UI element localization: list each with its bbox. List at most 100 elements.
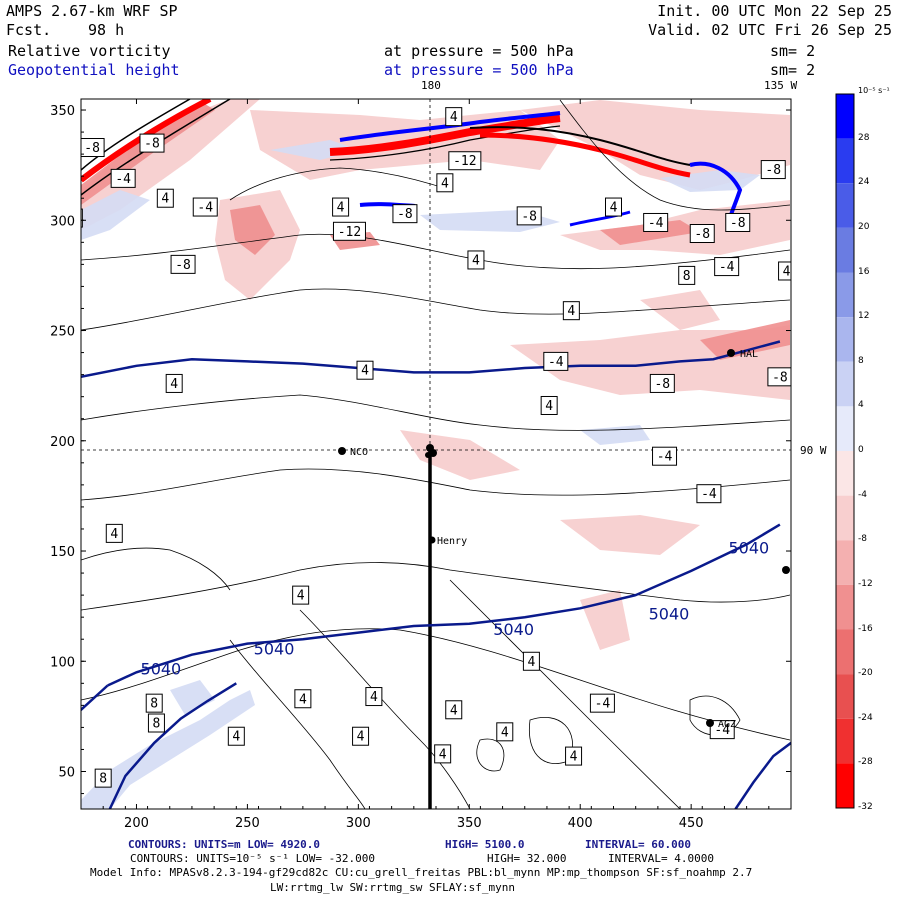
x-tick-label-200: 200 [124,816,149,831]
svg-text:4: 4 [610,201,618,216]
vorticity-label-11: 4 [445,107,463,127]
station-henry-marker [428,536,436,544]
field2-title: Geopotential height [8,61,180,79]
y-tick-label-150: 150 [50,545,75,560]
station-hal-label: HAL [740,349,758,360]
y-tick-label-100: 100 [50,655,75,670]
colorbar-swatch-3 [836,227,854,273]
svg-text:4: 4 [299,692,307,707]
x-tick-label-450: 450 [679,816,704,831]
field2-level: at pressure = 500 hPa [384,61,574,79]
height-contour-2 [81,684,109,712]
svg-text:8: 8 [150,697,158,712]
vorticity-label-20: -8 [760,160,786,180]
svg-text:4: 4 [501,725,509,740]
vorticity-label-24: -4 [543,351,569,371]
svg-text:4: 4 [783,264,791,279]
svg-text:-4: -4 [701,487,717,502]
colorbar-swatch-8 [836,451,854,496]
vorticity-label-40: 4 [522,651,540,671]
vorticity-label-22: 4 [778,261,791,281]
svg-text:4: 4 [170,377,178,392]
y-tick-label-50: 50 [58,766,75,781]
stations: NCO Henry HAL AGZ [338,349,790,730]
colorbar-swatch-11 [836,584,854,630]
svg-text:4: 4 [472,253,480,268]
svg-text:-4: -4 [595,697,611,712]
vorticity-label-46: -4 [709,720,735,740]
vorticity-label-41: 4 [496,722,514,742]
station-henry-label: Henry [437,536,467,547]
svg-text:-8: -8 [730,216,746,231]
station-nco-label: NCO [350,447,368,458]
colorbar-label-2: 24 [858,177,870,188]
height-contour-4 [734,741,791,809]
station-agz-label: AGZ [718,719,736,730]
height-label-3: 5040 [649,604,690,623]
footer-height-interval: INTERVAL= 60.000 [585,838,691,851]
height-contour-3 [108,682,237,809]
footer-vort-interval: INTERVAL= 4.0000 [608,852,714,865]
svg-text:4: 4 [439,747,447,762]
forecast-label: Fcst. [6,21,52,39]
vorticity-label-45: -4 [589,693,615,713]
station-edge-marker [782,566,790,574]
height-contour-1 [107,523,781,687]
vorticity-label-15: 4 [605,197,622,217]
svg-text:-4: -4 [714,723,730,738]
colorbar-label-11: -12 [858,578,873,589]
colorbar-label-9: -4 [858,489,867,500]
colorbar-swatch-2 [836,183,854,228]
svg-text:4: 4 [545,399,553,414]
vorticity-contour-labels: -8 -8 -4 4 8 -4 -8 -12 4 -8 4 4 -12 4 -8 4 -4 -8 -8 -4 -8 8 4 4… [81,107,791,788]
svg-text:8: 8 [99,772,107,787]
station-nco-marker [338,447,346,455]
vorticity-label-33: 4 [292,585,310,605]
colorbar-label-4: 16 [858,266,870,277]
vorticity-label-19: -4 [714,257,740,277]
x-tick-label-350: 350 [457,816,482,831]
vorticity-label-34: 8 [145,693,163,713]
colorbar-label-15: -28 [858,757,873,768]
vorticity-label-26: -8 [767,367,791,387]
svg-text:-8: -8 [84,141,100,156]
vorticity-label-43: 4 [227,726,245,746]
footer-height-contours: CONTOURS: UNITS=m LOW= 4920.0 [128,838,321,851]
vorticity-label-37: 4 [294,689,312,709]
svg-text:4: 4 [161,192,169,207]
forecast-hours: 98 h [88,21,125,39]
valid-time: Valid. 02 UTC Fri 26 Sep 25 [648,21,892,39]
field1-title: Relative vorticity [8,42,171,60]
vorticity-label-27: 4 [356,360,374,380]
lon-label-90w: 90 W [800,444,827,457]
vorticity-label-1: -8 [139,133,165,153]
footer-vort-high: HIGH= 32.000 [487,852,567,865]
colorbar-swatch-14 [836,718,854,764]
colorbar-swatch-13 [836,674,854,719]
svg-text:-8: -8 [144,137,160,152]
svg-text:-8: -8 [521,209,537,224]
colorbar-swatch-12 [836,629,854,675]
svg-text:8: 8 [683,269,691,284]
colorbar-swatch-15 [836,763,854,808]
svg-text:4: 4 [570,750,578,765]
vorticity-label-44: 4 [434,744,452,764]
vorticity-label-42: 4 [352,726,370,746]
svg-text:-12: -12 [453,154,476,169]
vorticity-label-28: 4 [165,373,183,393]
svg-text:-8: -8 [772,370,788,385]
colorbar-swatch-4 [836,272,854,318]
vorticity-label-25: -8 [649,373,675,393]
field2-smoothing: sm= 2 [770,61,816,79]
svg-text:4: 4 [450,110,458,125]
svg-text:-8: -8 [654,377,670,392]
colorbar-frame [835,93,855,809]
colorbar-swatch-9 [836,495,854,541]
vorticity-label-6: -8 [170,254,196,274]
footer-physics-info: LW:rrtmg_lw SW:rrtmg_sw SFLAY:sf_mynn [270,881,516,894]
svg-text:-12: -12 [338,225,361,240]
colorbar-swatch-5 [836,317,854,362]
svg-text:-8: -8 [765,163,781,178]
vorticity-label-16: -4 [643,212,669,232]
svg-text:4: 4 [357,730,365,745]
